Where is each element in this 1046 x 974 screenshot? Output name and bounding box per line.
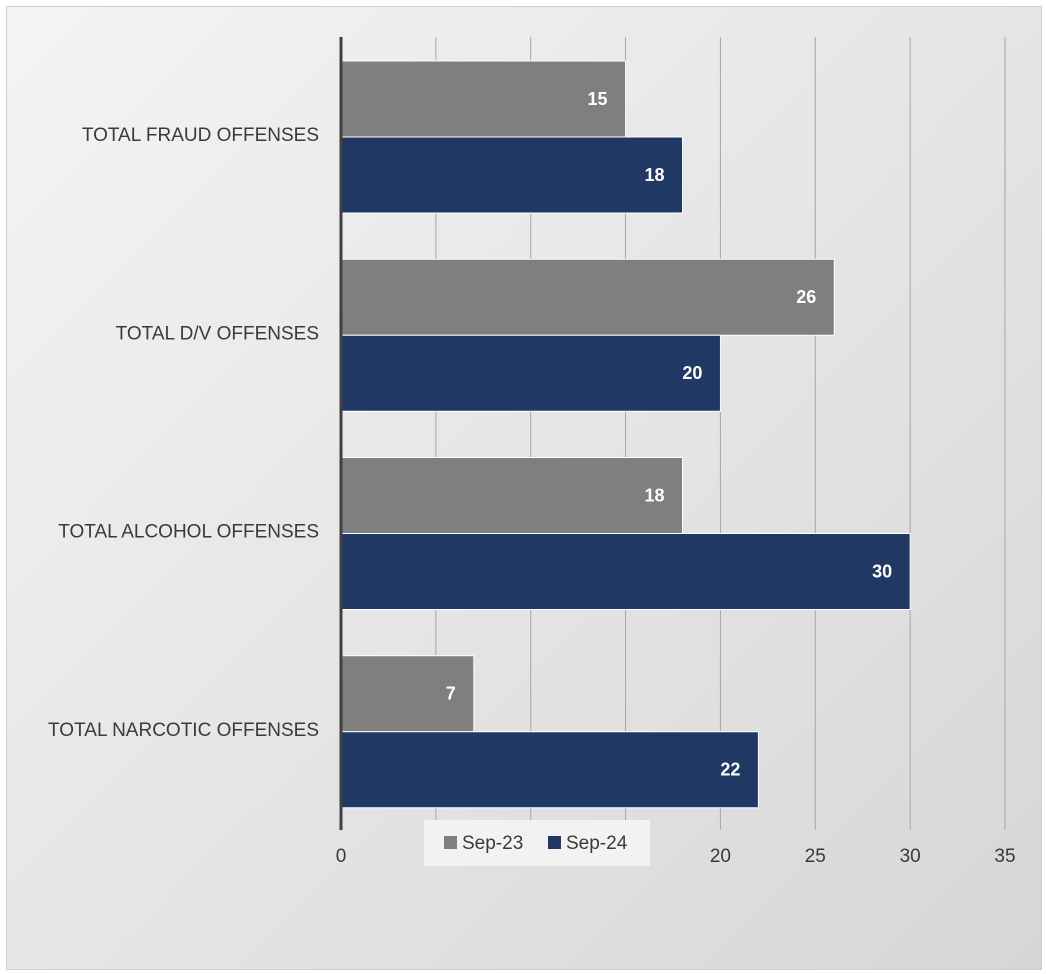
data-label-sep-23-total-narcotic-offenses: 7	[446, 684, 456, 704]
bar-sep-23-total-fraud-offenses	[340, 60, 627, 138]
data-label-sep-23-total-d-v-offenses: 26	[796, 287, 816, 307]
legend: Sep-23 Sep-24	[424, 820, 650, 866]
data-label-sep-23-total-alcohol-offenses: 18	[644, 485, 664, 505]
bar-sep-24-total-narcotic-offenses	[340, 731, 759, 809]
bar-chart: 05101520253035 TOTAL FRAUD OFFENSES1518T…	[48, 37, 1016, 867]
chart-area: 05101520253035 TOTAL FRAUD OFFENSES1518T…	[6, 6, 1042, 970]
legend-box	[424, 820, 650, 866]
category-label-total-d-v-offenses: TOTAL D/V OFFENSES	[116, 323, 319, 344]
x-tick-label: 35	[994, 846, 1015, 867]
x-tick-label: 20	[710, 846, 731, 867]
x-tick-label: 30	[900, 846, 921, 867]
bar-sep-23-total-d-v-offenses	[340, 258, 835, 336]
legend-label-sep-23: Sep-23	[462, 833, 523, 854]
bar-sep-24-total-fraud-offenses	[340, 136, 683, 214]
x-tick-label: 0	[336, 846, 347, 867]
legend-label-sep-24: Sep-24	[566, 833, 628, 854]
bar-sep-24-total-d-v-offenses	[340, 334, 721, 412]
x-tick-label: 25	[805, 846, 826, 867]
data-label-sep-24-total-d-v-offenses: 20	[682, 363, 702, 383]
labels: TOTAL FRAUD OFFENSES 15 18 TOTAL D/V OFFENS…	[48, 89, 892, 780]
data-label-sep-24-total-alcohol-offenses: 30	[872, 561, 892, 581]
category-label-total-narcotic-offenses: TOTAL NARCOTIC OFFENSES	[48, 720, 319, 741]
legend-swatch-sep-24	[548, 836, 561, 849]
data-label-sep-24-total-narcotic-offenses: 22	[720, 760, 740, 780]
legend-swatch-sep-23	[444, 836, 457, 849]
bar-sep-23-total-alcohol-offenses	[340, 457, 683, 534]
bar-sep-23-total-narcotic-offenses	[340, 655, 475, 733]
category-label-total-fraud-offenses: TOTAL FRAUD OFFENSES	[82, 125, 319, 146]
data-label-sep-24-total-fraud-offenses: 18	[644, 165, 664, 185]
data-label-sep-23-total-fraud-offenses: 15	[588, 89, 608, 109]
bar-sep-24-total-alcohol-offenses	[340, 533, 911, 610]
category-label-total-alcohol-offenses: TOTAL ALCOHOL OFFENSES	[58, 522, 319, 543]
bars	[340, 60, 911, 809]
